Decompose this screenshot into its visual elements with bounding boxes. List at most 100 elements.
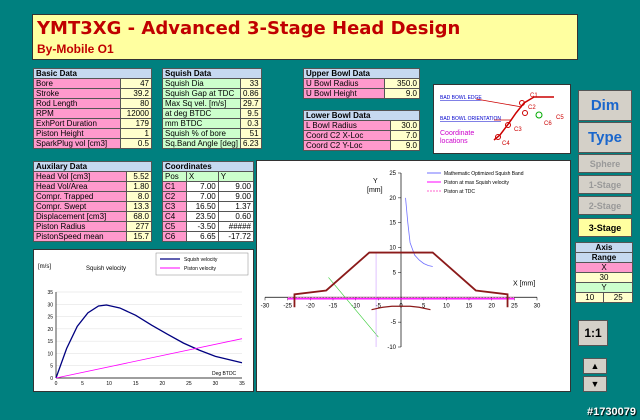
basic-data-table: Basic Data Bore 47 Stroke 39.2 Rod Length 80 R…	[33, 68, 153, 149]
stage3-button[interactable]: 3-Stage	[578, 218, 632, 237]
squish-value-2[interactable]: 29.7	[239, 98, 262, 109]
velocity-title: Squish velocity	[86, 266, 126, 272]
coords-cell-3-1: 23.50	[185, 211, 219, 222]
coords-cell-0-0: C1	[162, 181, 187, 192]
coords-cell-2-2: 1.37	[217, 201, 255, 212]
aux-value-4[interactable]: 68.0	[125, 211, 153, 222]
app-subtitle: By-Mobile O1	[37, 42, 114, 56]
velocity-xtick-6: 30	[213, 381, 219, 387]
scroll-down-button[interactable]: ▼	[583, 376, 607, 392]
diagram-pointer-lines	[475, 98, 523, 121]
aux-value-2[interactable]: 8.0	[125, 191, 153, 202]
basic-label-6: SparkPlug vol [cm3]	[33, 138, 121, 149]
basic-label-5: Piston Height	[33, 128, 121, 139]
axis-range-y-max[interactable]: 25	[603, 292, 633, 303]
coords-cell-2-0: C3	[162, 201, 187, 212]
diagram-label-c1: C1	[530, 93, 538, 99]
coords-cell-0-2: 9.00	[217, 181, 255, 192]
aux-label-5: Piston Radius	[33, 221, 127, 232]
head-xtick--10: -10	[351, 303, 360, 309]
diagram-c6-marker	[535, 111, 543, 119]
lower-bowl-table: Lower Bowl Data L Bowl Radius 30.0 Coord C…	[302, 110, 420, 151]
aux-data-header: Auxilary Data	[33, 161, 152, 172]
squish-value-4[interactable]: 0.3	[239, 118, 262, 129]
aux-value-6[interactable]: 15.7	[125, 231, 153, 242]
sphere-button[interactable]: Sphere	[578, 154, 632, 173]
coords-col-1: X	[185, 171, 219, 182]
basic-value-4[interactable]: 179	[119, 118, 153, 129]
axis-range-y-min[interactable]: 10	[574, 292, 605, 303]
squish-velocity-chart-panel: [m/s] Squish velocity Squish velocity Pisto…	[33, 249, 254, 392]
head-xtick-5: 5	[422, 303, 426, 309]
coords-cell-4-1: -3.50	[185, 221, 219, 232]
aux-value-1[interactable]: 1.80	[125, 181, 153, 192]
coords-cell-3-0: C4	[162, 211, 187, 222]
squish-label-6: Sq.Band Angle [deg]	[162, 138, 241, 149]
basic-value-6[interactable]: 0.5	[119, 138, 153, 149]
diagram-label-c5: C5	[556, 115, 564, 121]
coords-cell-5-1: 6.65	[185, 231, 219, 242]
coords-cell-0-1: 7.00	[185, 181, 219, 192]
scroll-up-button[interactable]: ▲	[583, 358, 607, 374]
velocity-ytick-2: 10	[47, 351, 53, 357]
squish-value-3[interactable]: 9.5	[239, 108, 262, 119]
aux-value-5[interactable]: 277	[125, 221, 153, 232]
squish-value-0[interactable]: 33	[239, 78, 262, 89]
basic-value-1[interactable]: 39.2	[119, 88, 153, 99]
diagram-c4-marker	[495, 134, 501, 140]
head-xtick--15: -15	[329, 303, 338, 309]
head-ylabel-y: Y	[373, 178, 378, 185]
lower-value-2[interactable]: 9.0	[390, 140, 420, 151]
diagram-c2-marker	[522, 110, 528, 116]
basic-value-2[interactable]: 80	[119, 98, 153, 109]
coords-cell-4-0: C5	[162, 221, 187, 232]
head-series-0	[405, 197, 433, 267]
basic-value-0[interactable]: 47	[119, 78, 153, 89]
velocity-xtick-3: 15	[133, 381, 139, 387]
ratio-1-1-button[interactable]: 1:1	[578, 320, 608, 346]
type-button[interactable]: Type	[578, 122, 632, 153]
axis-range-x-value[interactable]: 30	[575, 272, 633, 283]
basic-value-3[interactable]: 12000	[119, 108, 153, 119]
lower-bowl-header: Lower Bowl Data	[303, 110, 420, 121]
diagram-c1-marker	[519, 100, 525, 106]
head-series-3	[293, 251, 509, 308]
basic-label-3: RPM	[33, 108, 121, 119]
dim-button[interactable]: Dim	[578, 90, 632, 121]
aux-value-3[interactable]: 13.3	[125, 201, 153, 212]
lower-label-2: Coord C2 Y-Loc	[302, 140, 392, 151]
aux-label-3: Compr. Swept	[33, 201, 127, 212]
head-profile-chart: Mathematic Optimized Squish Band Piston a…	[261, 171, 541, 351]
squish-value-1[interactable]: 0.86	[239, 88, 262, 99]
squish-value-6[interactable]: 6.23	[239, 138, 262, 149]
velocity-xlabel: Deg BTDC	[212, 371, 237, 377]
head-ytick--5: -5	[391, 320, 397, 326]
velocity-ytick-0: 0	[50, 376, 53, 382]
coords-cell-1-1: 7.00	[185, 191, 219, 202]
basic-value-5[interactable]: 1	[119, 128, 153, 139]
velocity-ytick-6: 30	[47, 302, 53, 308]
velocity-legend-piston: Piston velocity	[184, 266, 216, 272]
head-ytick-10: 10	[389, 246, 396, 252]
head-xtick--25: -25	[283, 303, 292, 309]
head-xtick-30: 30	[534, 303, 541, 309]
aux-value-0[interactable]: 5.52	[125, 171, 153, 182]
upper-value-0[interactable]: 350.0	[383, 78, 421, 89]
velocity-xtick-1: 5	[81, 381, 84, 387]
app-title: YMT3XG - Advanced 3-Stage Head Design	[37, 18, 461, 39]
upper-value-1[interactable]: 9.0	[383, 88, 421, 99]
squish-value-5[interactable]: 51	[239, 128, 262, 139]
head-xlabel: X [mm]	[513, 280, 535, 287]
head-ylabel-unit: [mm]	[367, 187, 383, 194]
lower-value-1[interactable]: 7.0	[390, 130, 420, 141]
diagram-label-c2: C2	[528, 105, 536, 111]
squish-data-header: Squish Data	[162, 68, 262, 79]
velocity-ytick-3: 15	[47, 339, 53, 345]
axis-range-table: Axis Range X 30 Y 10 25	[574, 242, 633, 303]
basic-label-0: Bore	[33, 78, 121, 89]
lower-value-0[interactable]: 30.0	[390, 120, 420, 131]
velocity-ytick-4: 20	[47, 327, 53, 333]
stage2-button[interactable]: 2-Stage	[578, 196, 632, 215]
stage1-button[interactable]: 1-Stage	[578, 175, 632, 194]
head-profile-chart-panel: Mathematic Optimized Squish Band Piston a…	[256, 160, 571, 392]
